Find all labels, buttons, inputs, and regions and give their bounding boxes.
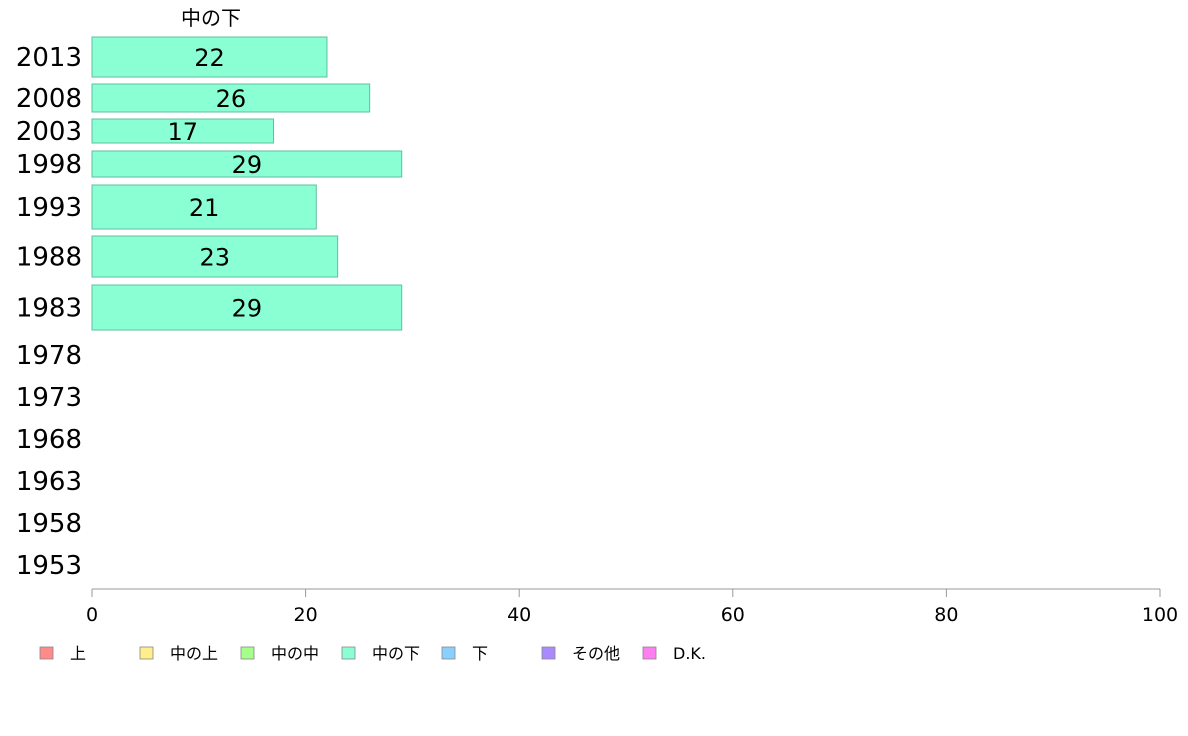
y-tick-label: 2003: [16, 117, 82, 147]
y-tick-label: 2013: [16, 43, 82, 73]
bar-value-label: 21: [189, 194, 220, 222]
legend-swatch: [341, 646, 356, 660]
bar-value-label: 23: [200, 244, 231, 272]
y-tick-label: 1963: [16, 467, 82, 497]
y-tick-label: 1958: [16, 509, 82, 539]
x-tick-label: 0: [86, 604, 98, 626]
bar: [91, 235, 339, 278]
bar: [91, 150, 403, 178]
legend-label: 上: [70, 644, 86, 663]
x-axis: 0 20 40 60 80 100: [86, 588, 1178, 626]
bar-value-label: 29: [232, 295, 263, 323]
legend-swatch: [39, 646, 54, 660]
legend-swatch: [541, 646, 556, 660]
bar: [91, 118, 275, 144]
bar-value-label: 29: [232, 151, 263, 179]
bar: [91, 184, 317, 230]
bar: [91, 83, 371, 113]
y-tick-label: 1988: [16, 243, 82, 273]
bar-value-label: 22: [194, 44, 225, 72]
x-tick-label: 40: [507, 604, 531, 626]
y-tick-label: 1983: [16, 294, 82, 324]
x-tick-label: 60: [721, 604, 745, 626]
legend-label: 中の中: [271, 644, 319, 663]
legend-label: 下: [472, 644, 488, 663]
legend-label: その他: [572, 644, 620, 663]
legend-swatch: [240, 646, 255, 660]
x-tick-label: 100: [1142, 604, 1178, 626]
legend-swatch: [139, 646, 154, 660]
legend-swatch: [642, 646, 657, 660]
legend-label: D.K.: [673, 644, 706, 663]
x-tick-label: 20: [294, 604, 318, 626]
y-tick-label: 1973: [16, 383, 82, 413]
bar-value-label: 26: [216, 85, 247, 113]
y-tick-label: 1978: [16, 341, 82, 371]
y-tick-label: 1968: [16, 425, 82, 455]
y-tick-label: 1998: [16, 150, 82, 180]
legend-label: 中の上: [170, 644, 218, 663]
y-tick-label: 1993: [16, 193, 82, 223]
x-tick-label: 80: [934, 604, 958, 626]
legend-swatch: [441, 646, 456, 660]
legend-label: 中の下: [372, 644, 420, 663]
y-tick-label: 1953: [16, 551, 82, 581]
y-tick-label: 2008: [16, 84, 82, 114]
chart-title: 中の下: [181, 6, 241, 30]
bar: [91, 36, 328, 78]
bar-value-label: 17: [168, 118, 199, 146]
legend: 上 中の上 中の中 中の下 下 その他 D.K.: [39, 644, 706, 663]
bar: [91, 284, 403, 331]
